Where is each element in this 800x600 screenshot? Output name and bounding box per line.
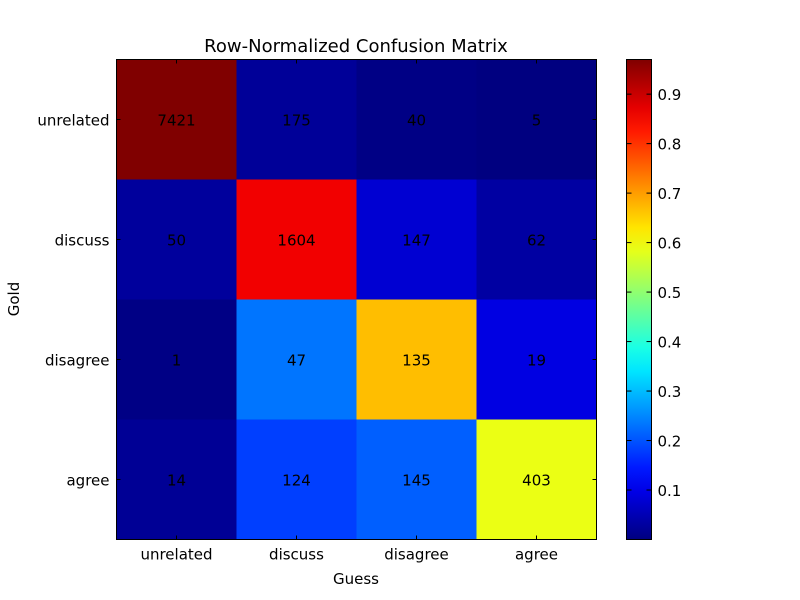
heatmap-cell	[476, 419, 597, 540]
x-tick-label: unrelated	[140, 546, 212, 564]
cell-value-label: 47	[287, 352, 306, 370]
colorbar-tick-label: 0.6	[658, 235, 682, 253]
x-tick-label: discuss	[269, 546, 324, 564]
cell-value-label: 145	[402, 472, 431, 490]
cell-value-label: 5	[532, 112, 542, 130]
cell-value-label: 124	[282, 472, 311, 490]
heatmap-cell	[116, 179, 237, 300]
cell-value-label: 50	[167, 232, 186, 250]
cell-value-label: 19	[527, 352, 546, 370]
heatmap-cell	[356, 299, 477, 420]
y-tick-label: disagree	[45, 352, 110, 370]
colorbar-tick-label: 0.2	[658, 433, 682, 451]
heatmap-cell	[476, 299, 597, 420]
plot-frame	[116, 59, 597, 540]
cell-value-label: 7421	[157, 112, 195, 130]
cell-value-label: 1	[172, 352, 182, 370]
y-tick-label: agree	[66, 472, 109, 490]
colorbar-tick-label: 0.3	[658, 383, 682, 401]
cell-value-label: 40	[407, 112, 426, 130]
y-axis-label: Gold	[5, 282, 23, 317]
y-tick-label: unrelated	[37, 112, 109, 130]
cell-value-label: 1604	[277, 232, 315, 250]
heatmap-cell	[236, 179, 357, 300]
y-tick-label: discuss	[55, 232, 110, 250]
colorbar-tick-label: 0.1	[658, 482, 682, 500]
colorbar	[626, 59, 652, 540]
colorbar-ticks: 0.1 0.2 0.3 0.4 0.5 0.6 0.7 0.8 0.9	[626, 86, 682, 500]
cell-value-label: 147	[402, 232, 431, 250]
x-tick-label: disagree	[384, 546, 449, 564]
chart-title: Row-Normalized Confusion Matrix	[204, 36, 508, 57]
colorbar-tick-label: 0.9	[658, 86, 682, 104]
heatmap-cell	[356, 419, 477, 540]
colorbar-tick-label: 0.8	[658, 136, 682, 154]
cell-value-label: 135	[402, 352, 431, 370]
heatmap-cell	[356, 179, 477, 300]
heatmap-cell	[236, 299, 357, 420]
y-axis-ticks: unrelated discuss disagree agree	[37, 112, 597, 490]
heatmap-cell	[356, 59, 477, 180]
heatmap-cell	[236, 59, 357, 180]
heatmap-cell	[116, 59, 237, 180]
x-axis-ticks: unrelated discuss disagree agree	[140, 59, 558, 564]
heatmap-cell	[116, 299, 237, 420]
cell-value-label: 175	[282, 112, 311, 130]
colorbar-tick-label: 0.5	[658, 284, 682, 302]
heatmap-cell	[236, 419, 357, 540]
x-axis-label: Guess	[333, 570, 379, 588]
heatmap-cell	[476, 179, 597, 300]
x-tick-label: agree	[515, 546, 558, 564]
cell-value-label: 62	[527, 232, 546, 250]
colorbar-tick-label: 0.7	[658, 185, 682, 203]
cell-value-label: 403	[522, 472, 551, 490]
heatmap-cell	[476, 59, 597, 180]
heatmap-cells	[116, 59, 597, 540]
cell-value-label: 14	[167, 472, 186, 490]
colorbar-tick-label: 0.4	[658, 334, 682, 352]
heatmap-cell	[116, 419, 237, 540]
